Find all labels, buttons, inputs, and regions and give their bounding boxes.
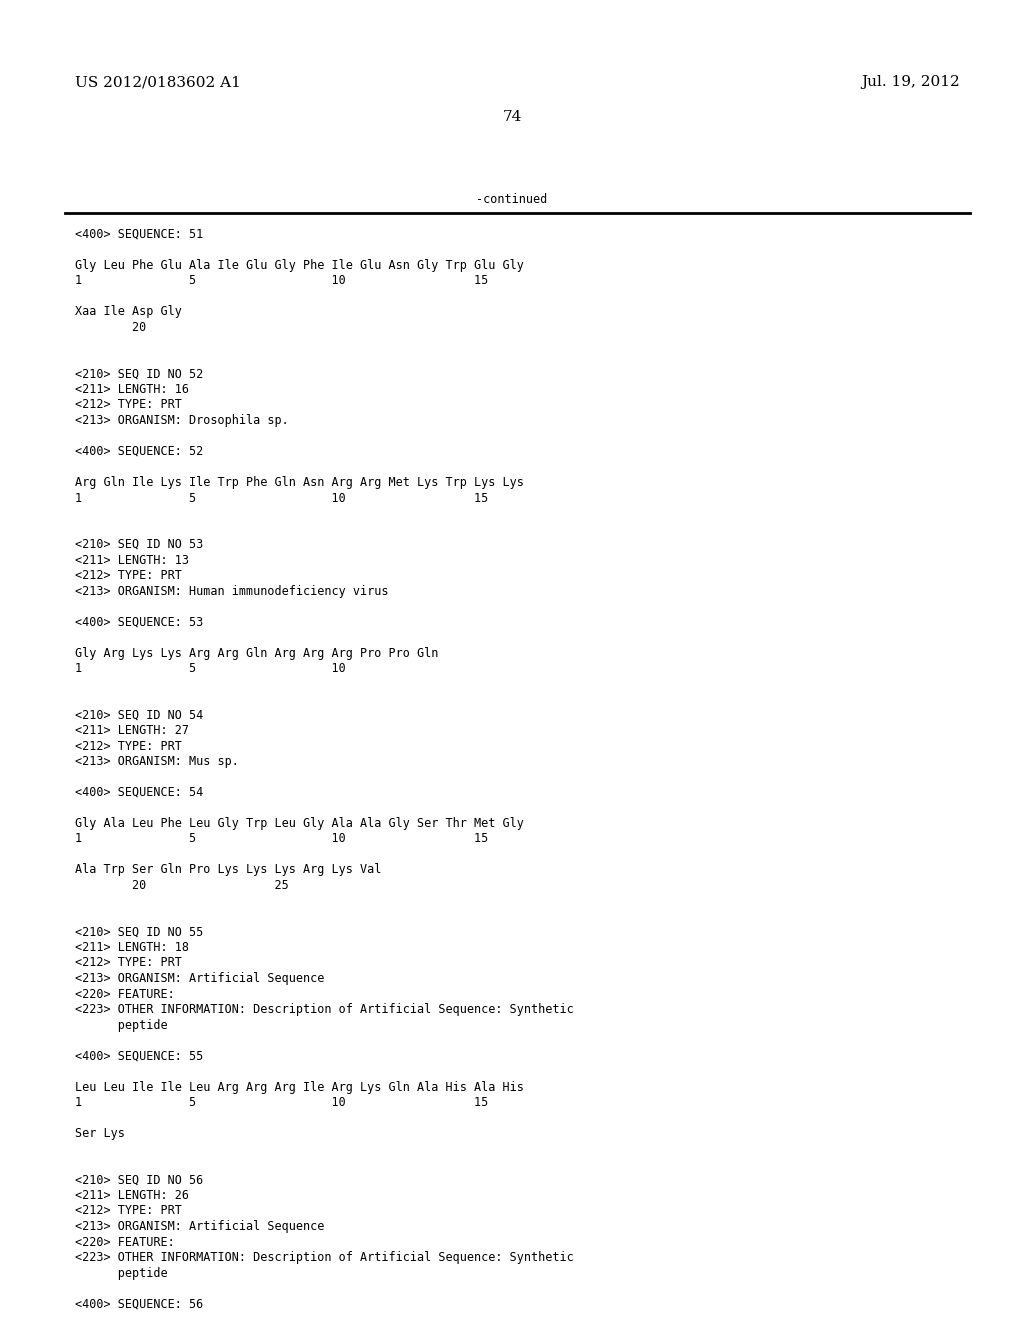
Text: <211> LENGTH: 26: <211> LENGTH: 26 xyxy=(75,1189,189,1203)
Text: 20: 20 xyxy=(75,321,146,334)
Text: 1               5                   10                  15: 1 5 10 15 xyxy=(75,275,488,288)
Text: <210> SEQ ID NO 52: <210> SEQ ID NO 52 xyxy=(75,367,203,380)
Text: 1               5                   10: 1 5 10 xyxy=(75,663,346,675)
Text: <211> LENGTH: 16: <211> LENGTH: 16 xyxy=(75,383,189,396)
Text: <212> TYPE: PRT: <212> TYPE: PRT xyxy=(75,569,182,582)
Text: <211> LENGTH: 13: <211> LENGTH: 13 xyxy=(75,553,189,566)
Text: <210> SEQ ID NO 55: <210> SEQ ID NO 55 xyxy=(75,925,203,939)
Text: Ser Lys: Ser Lys xyxy=(75,1127,125,1140)
Text: <210> SEQ ID NO 53: <210> SEQ ID NO 53 xyxy=(75,539,203,550)
Text: Jul. 19, 2012: Jul. 19, 2012 xyxy=(861,75,961,88)
Text: <213> ORGANISM: Drosophila sp.: <213> ORGANISM: Drosophila sp. xyxy=(75,414,289,426)
Text: <400> SEQUENCE: 54: <400> SEQUENCE: 54 xyxy=(75,785,203,799)
Text: <220> FEATURE:: <220> FEATURE: xyxy=(75,987,175,1001)
Text: Arg Gln Ile Lys Ile Trp Phe Gln Asn Arg Arg Met Lys Trp Lys Lys: Arg Gln Ile Lys Ile Trp Phe Gln Asn Arg … xyxy=(75,477,524,488)
Text: <210> SEQ ID NO 54: <210> SEQ ID NO 54 xyxy=(75,709,203,722)
Text: Ala Trp Ser Gln Pro Lys Lys Lys Arg Lys Val: Ala Trp Ser Gln Pro Lys Lys Lys Arg Lys … xyxy=(75,863,381,876)
Text: Gly Leu Phe Glu Ala Ile Glu Gly Phe Ile Glu Asn Gly Trp Glu Gly: Gly Leu Phe Glu Ala Ile Glu Gly Phe Ile … xyxy=(75,259,524,272)
Text: <210> SEQ ID NO 56: <210> SEQ ID NO 56 xyxy=(75,1173,203,1187)
Text: <223> OTHER INFORMATION: Description of Artificial Sequence: Synthetic: <223> OTHER INFORMATION: Description of … xyxy=(75,1251,573,1265)
Text: -continued: -continued xyxy=(476,193,548,206)
Text: Xaa Ile Asp Gly: Xaa Ile Asp Gly xyxy=(75,305,182,318)
Text: 20                  25: 20 25 xyxy=(75,879,289,892)
Text: 74: 74 xyxy=(503,110,521,124)
Text: US 2012/0183602 A1: US 2012/0183602 A1 xyxy=(75,75,241,88)
Text: <400> SEQUENCE: 53: <400> SEQUENCE: 53 xyxy=(75,615,203,628)
Text: <223> OTHER INFORMATION: Description of Artificial Sequence: Synthetic: <223> OTHER INFORMATION: Description of … xyxy=(75,1003,573,1016)
Text: <213> ORGANISM: Artificial Sequence: <213> ORGANISM: Artificial Sequence xyxy=(75,972,325,985)
Text: <212> TYPE: PRT: <212> TYPE: PRT xyxy=(75,739,182,752)
Text: 1               5                   10                  15: 1 5 10 15 xyxy=(75,491,488,504)
Text: Leu Leu Ile Ile Leu Arg Arg Arg Ile Arg Lys Gln Ala His Ala His: Leu Leu Ile Ile Leu Arg Arg Arg Ile Arg … xyxy=(75,1081,524,1093)
Text: Gly Ala Leu Phe Leu Gly Trp Leu Gly Ala Ala Gly Ser Thr Met Gly: Gly Ala Leu Phe Leu Gly Trp Leu Gly Ala … xyxy=(75,817,524,830)
Text: <213> ORGANISM: Mus sp.: <213> ORGANISM: Mus sp. xyxy=(75,755,239,768)
Text: <213> ORGANISM: Human immunodeficiency virus: <213> ORGANISM: Human immunodeficiency v… xyxy=(75,585,388,598)
Text: <400> SEQUENCE: 51: <400> SEQUENCE: 51 xyxy=(75,228,203,242)
Text: Gly Arg Lys Lys Arg Arg Gln Arg Arg Arg Pro Pro Gln: Gly Arg Lys Lys Arg Arg Gln Arg Arg Arg … xyxy=(75,647,438,660)
Text: <212> TYPE: PRT: <212> TYPE: PRT xyxy=(75,399,182,412)
Text: <212> TYPE: PRT: <212> TYPE: PRT xyxy=(75,957,182,969)
Text: peptide: peptide xyxy=(75,1019,168,1031)
Text: <400> SEQUENCE: 55: <400> SEQUENCE: 55 xyxy=(75,1049,203,1063)
Text: <400> SEQUENCE: 52: <400> SEQUENCE: 52 xyxy=(75,445,203,458)
Text: <211> LENGTH: 18: <211> LENGTH: 18 xyxy=(75,941,189,954)
Text: <212> TYPE: PRT: <212> TYPE: PRT xyxy=(75,1204,182,1217)
Text: <220> FEATURE:: <220> FEATURE: xyxy=(75,1236,175,1249)
Text: <400> SEQUENCE: 56: <400> SEQUENCE: 56 xyxy=(75,1298,203,1311)
Text: 1               5                   10                  15: 1 5 10 15 xyxy=(75,1096,488,1109)
Text: 1               5                   10                  15: 1 5 10 15 xyxy=(75,833,488,846)
Text: <213> ORGANISM: Artificial Sequence: <213> ORGANISM: Artificial Sequence xyxy=(75,1220,325,1233)
Text: <211> LENGTH: 27: <211> LENGTH: 27 xyxy=(75,723,189,737)
Text: peptide: peptide xyxy=(75,1266,168,1279)
